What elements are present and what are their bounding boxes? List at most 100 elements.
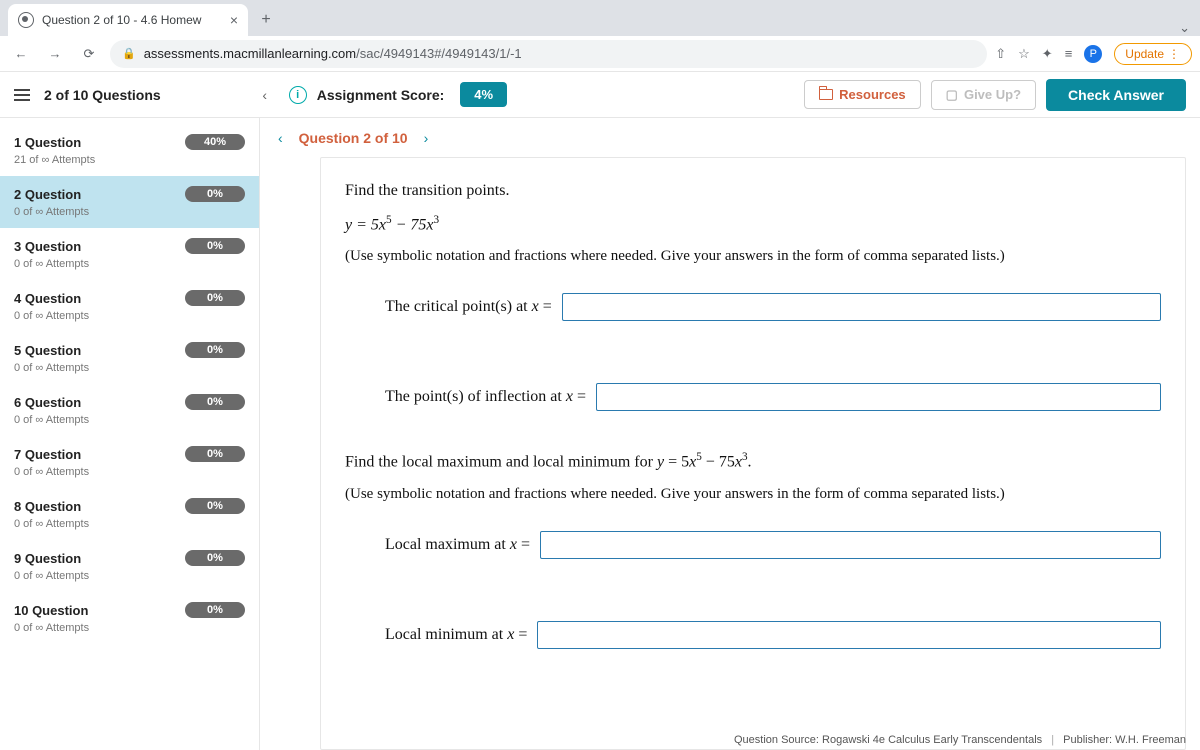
- info-icon[interactable]: i: [289, 86, 307, 104]
- prompt-1: Find the transition points.: [345, 182, 1161, 200]
- question-nav: ‹ Question 2 of 10 ›: [260, 118, 1200, 157]
- local-min-label: Local minimum at x =: [385, 626, 527, 644]
- question-progress: 2 of 10 Questions: [44, 87, 161, 103]
- sidebar-item-q4[interactable]: 4 Question 0% 0 of ∞ Attempts: [0, 280, 259, 332]
- lock-icon: 🔒: [122, 47, 136, 60]
- sidebar-item-attempts: 0 of ∞ Attempts: [14, 518, 245, 530]
- folder-icon: [819, 89, 833, 100]
- sidebar-item-attempts: 0 of ∞ Attempts: [14, 570, 245, 582]
- nav-reload-button[interactable]: ⟳: [76, 41, 102, 67]
- give-up-button[interactable]: ▢ Give Up?: [931, 80, 1036, 110]
- question-sidebar: 1 Question 40% 21 of ∞ Attempts 2 Question 0…: [0, 118, 260, 750]
- publisher-text: Publisher: W.H. Freeman: [1063, 734, 1186, 746]
- sidebar-item-attempts: 0 of ∞ Attempts: [14, 258, 245, 270]
- tab-close-icon[interactable]: ×: [230, 12, 238, 28]
- sidebar-item-title: 3 Question: [14, 239, 81, 254]
- browser-toolbar: ← → ⟳ 🔒 assessments.macmillanlearning.co…: [0, 36, 1200, 72]
- resources-button[interactable]: Resources: [804, 80, 920, 109]
- sidebar-item-percent: 0%: [185, 290, 245, 306]
- sidebar-item-attempts: 0 of ∞ Attempts: [14, 310, 245, 322]
- sidebar-item-title: 5 Question: [14, 343, 81, 358]
- sidebar-item-title: 8 Question: [14, 499, 81, 514]
- instruction-2: (Use symbolic notation and fractions whe…: [345, 486, 1161, 503]
- sidebar-item-q3[interactable]: 3 Question 0% 0 of ∞ Attempts: [0, 228, 259, 280]
- sidebar-item-title: 9 Question: [14, 551, 81, 566]
- tabs-overflow-icon[interactable]: ⌄: [1179, 20, 1190, 36]
- sidebar-item-attempts: 0 of ∞ Attempts: [14, 362, 245, 374]
- prompt-2: Find the local maximum and local minimum…: [345, 451, 1161, 471]
- next-question-button[interactable]: ›: [424, 130, 429, 146]
- sidebar-item-title: 10 Question: [14, 603, 88, 618]
- question-panel: Find the transition points. y = 5x5 − 75…: [320, 157, 1186, 750]
- sidebar-item-q6[interactable]: 6 Question 0% 0 of ∞ Attempts: [0, 384, 259, 436]
- browser-tab[interactable]: Question 2 of 10 - 4.6 Homew ×: [8, 4, 248, 36]
- app-header: 2 of 10 Questions ‹ i Assignment Score: …: [0, 72, 1200, 118]
- address-bar[interactable]: 🔒 assessments.macmillanlearning.com/sac/…: [110, 40, 987, 68]
- question-crumb-label: Question 2 of 10: [299, 130, 408, 146]
- reading-list-icon[interactable]: ≡: [1065, 46, 1073, 61]
- sidebar-item-percent: 0%: [185, 446, 245, 462]
- main-panel: ‹ Question 2 of 10 › Find the transition…: [260, 118, 1200, 750]
- sidebar-item-q5[interactable]: 5 Question 0% 0 of ∞ Attempts: [0, 332, 259, 384]
- sidebar-item-percent: 0%: [185, 498, 245, 514]
- critical-points-label: The critical point(s) at x =: [385, 298, 552, 316]
- sidebar-item-title: 7 Question: [14, 447, 81, 462]
- browser-update-button[interactable]: Update ⋮: [1114, 43, 1192, 65]
- bookmark-icon[interactable]: ☆: [1018, 46, 1030, 62]
- sidebar-item-title: 1 Question: [14, 135, 81, 150]
- sidebar-item-attempts: 0 of ∞ Attempts: [14, 206, 245, 218]
- local-max-label: Local maximum at x =: [385, 536, 530, 554]
- assignment-score-value: 4%: [460, 82, 507, 107]
- nav-back-button[interactable]: ←: [8, 41, 34, 67]
- sidebar-item-title: 2 Question: [14, 187, 81, 202]
- inflection-points-label: The point(s) of inflection at x =: [385, 388, 586, 406]
- extensions-icon[interactable]: ✦: [1042, 46, 1053, 62]
- give-up-label: Give Up?: [964, 87, 1021, 102]
- source-text: Question Source: Rogawski 4e Calculus Ea…: [734, 734, 1042, 746]
- sidebar-item-title: 6 Question: [14, 395, 81, 410]
- sidebar-item-percent: 0%: [185, 186, 245, 202]
- sidebar-item-q2[interactable]: 2 Question 0% 0 of ∞ Attempts: [0, 176, 259, 228]
- check-answer-button[interactable]: Check Answer: [1046, 79, 1186, 111]
- sidebar-item-percent: 40%: [185, 134, 245, 150]
- resources-label: Resources: [839, 87, 905, 102]
- profile-avatar[interactable]: P: [1084, 45, 1102, 63]
- hamburger-icon[interactable]: [14, 89, 30, 101]
- sidebar-item-q10[interactable]: 10 Question 0% 0 of ∞ Attempts: [0, 592, 259, 644]
- prev-question-button[interactable]: ‹: [278, 130, 283, 146]
- sidebar-item-attempts: 0 of ∞ Attempts: [14, 622, 245, 634]
- sidebar-item-percent: 0%: [185, 238, 245, 254]
- update-label: Update: [1125, 47, 1164, 61]
- assignment-score-label: Assignment Score:: [317, 87, 445, 103]
- flag-icon: ▢: [946, 87, 958, 103]
- sidebar-item-attempts: 0 of ∞ Attempts: [14, 414, 245, 426]
- nav-forward-button[interactable]: →: [42, 41, 68, 67]
- tab-favicon: [18, 12, 34, 28]
- kebab-icon: ⋮: [1168, 47, 1181, 61]
- sidebar-item-q7[interactable]: 7 Question 0% 0 of ∞ Attempts: [0, 436, 259, 488]
- share-icon[interactable]: ⇧: [995, 46, 1006, 62]
- tab-title: Question 2 of 10 - 4.6 Homew: [42, 13, 201, 27]
- url-host: assessments.macmillanlearning.com: [144, 46, 356, 61]
- sidebar-item-attempts: 21 of ∞ Attempts: [14, 154, 245, 166]
- equation-1: y = 5x5 − 75x3: [345, 214, 1161, 234]
- browser-tab-strip: Question 2 of 10 - 4.6 Homew × + ⌄: [0, 0, 1200, 36]
- local-min-input[interactable]: [537, 621, 1161, 649]
- question-source-footer: Question Source: Rogawski 4e Calculus Ea…: [734, 734, 1186, 746]
- new-tab-button[interactable]: +: [252, 6, 280, 34]
- sidebar-item-q1[interactable]: 1 Question 40% 21 of ∞ Attempts: [0, 124, 259, 176]
- sidebar-item-percent: 0%: [185, 550, 245, 566]
- instruction-1: (Use symbolic notation and fractions whe…: [345, 248, 1161, 265]
- sidebar-item-q8[interactable]: 8 Question 0% 0 of ∞ Attempts: [0, 488, 259, 540]
- local-max-input[interactable]: [540, 531, 1161, 559]
- sidebar-item-percent: 0%: [185, 342, 245, 358]
- sidebar-item-percent: 0%: [185, 394, 245, 410]
- sidebar-item-attempts: 0 of ∞ Attempts: [14, 466, 245, 478]
- sidebar-item-q9[interactable]: 9 Question 0% 0 of ∞ Attempts: [0, 540, 259, 592]
- sidebar-collapse-button[interactable]: ‹: [251, 87, 279, 103]
- critical-points-input[interactable]: [562, 293, 1161, 321]
- sidebar-item-percent: 0%: [185, 602, 245, 618]
- url-path: /sac/4949143#/4949143/1/-1: [356, 46, 522, 61]
- sidebar-item-title: 4 Question: [14, 291, 81, 306]
- inflection-points-input[interactable]: [596, 383, 1161, 411]
